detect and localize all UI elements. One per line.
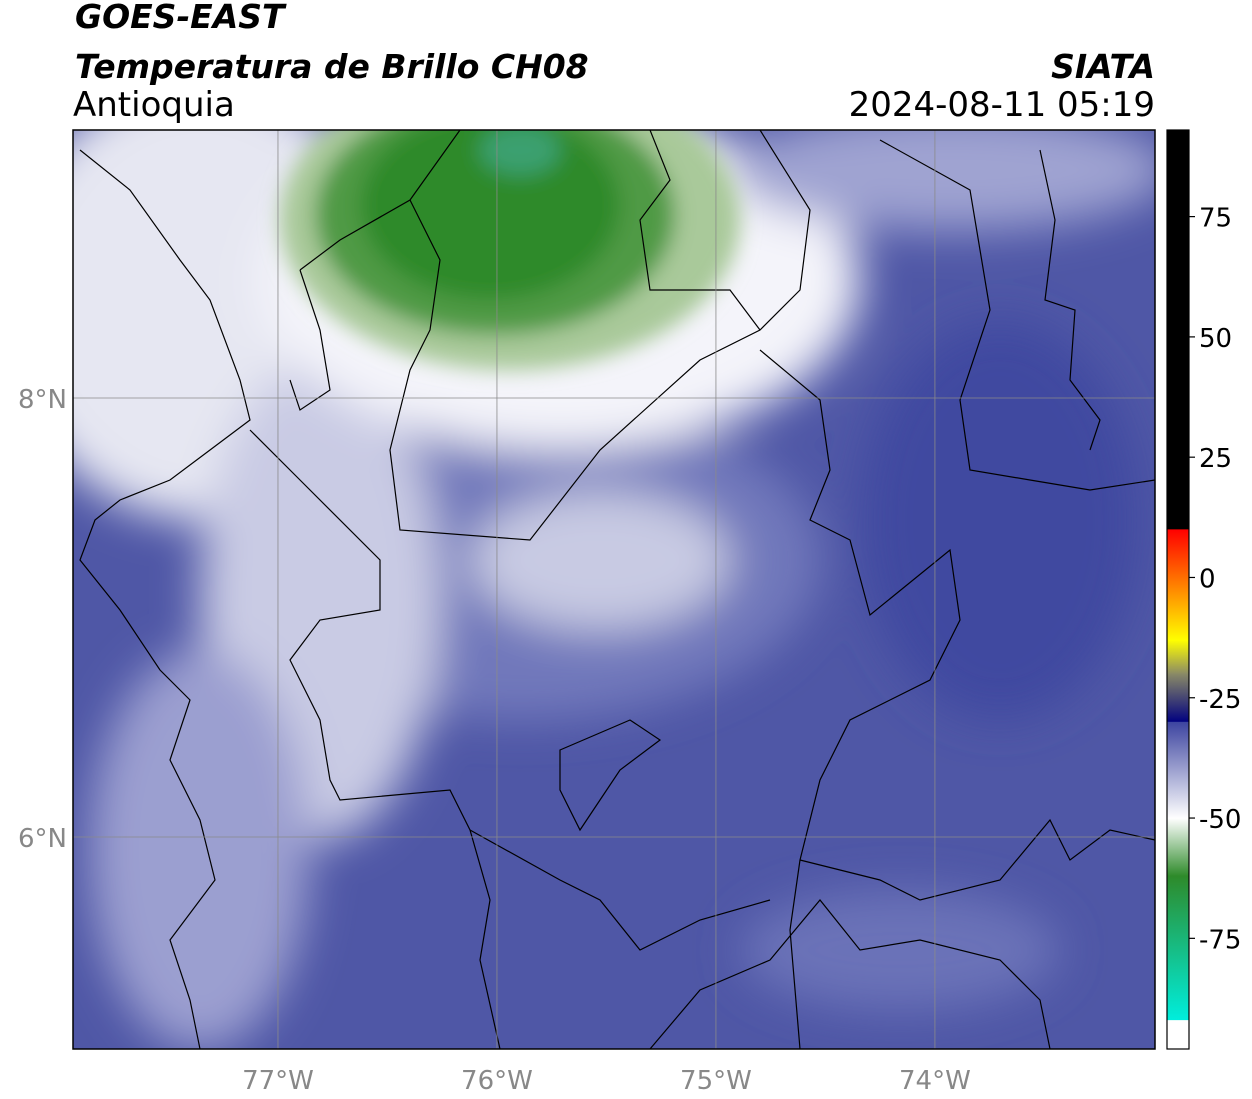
colorbar-band [1167, 673, 1189, 723]
boundary [799, 818, 1155, 901]
colorbar-tick-label: 0 [1199, 564, 1216, 594]
colorbar-frame [1166, 129, 1190, 1050]
region: Antioquia [73, 85, 235, 125]
colorbar-tick-label: 25 [1199, 444, 1232, 474]
colorbar: -75 -50 -25 0 25 50 75 [1167, 130, 1241, 1050]
grid [73, 130, 1155, 1049]
x-tick-label: 76°W [461, 1066, 533, 1096]
y-tick-label: 8°N [18, 385, 67, 415]
colorbar-band [1167, 818, 1189, 877]
map-image [73, 130, 1155, 1049]
cold-cloud [360, 130, 620, 300]
cloud [740, 890, 1060, 1010]
colorbar-tick-label: -25 [1199, 685, 1241, 715]
cold-top [280, 130, 740, 370]
cloud [90, 650, 310, 1049]
colorbar-tick-label: 75 [1199, 204, 1232, 234]
boundary [469, 829, 771, 951]
boundary [639, 130, 761, 331]
x-tick-label: 77°W [242, 1066, 314, 1096]
borders [79, 130, 1155, 1049]
colorbar-band [1167, 721, 1189, 819]
y-tick-label: 6°N [18, 824, 67, 854]
subtitle: Temperatura de Brillo CH08 [75, 47, 589, 86]
colorbar-tick-label: -50 [1199, 805, 1241, 835]
boundary [389, 130, 811, 541]
colorbar-tick-label: 50 [1199, 324, 1232, 354]
boundary [1039, 149, 1101, 451]
colorbar-band [1167, 640, 1189, 675]
colorbar-band [1167, 529, 1189, 641]
boundary [559, 719, 662, 832]
x-tick-label: 75°W [680, 1066, 752, 1096]
boundary [249, 429, 501, 1049]
cloud [470, 490, 730, 630]
coastline [79, 149, 251, 1049]
cold-cloud [480, 130, 560, 175]
timestamp: 2024-08-11 05:19 [849, 85, 1155, 125]
map-frame [72, 129, 1156, 1050]
colorbar-band [1167, 130, 1189, 530]
colorbar-band [1167, 875, 1189, 1021]
cloud [730, 130, 1155, 230]
x-tick-label: 74°W [899, 1066, 971, 1096]
colorbar-band [1167, 1020, 1189, 1050]
boundary [759, 349, 961, 1049]
boundary [879, 139, 1155, 491]
source: SIATA [1051, 47, 1155, 86]
colorbar-tick-label: -75 [1199, 925, 1241, 955]
boundary [649, 899, 1051, 1049]
coastline [289, 269, 331, 411]
cloud [860, 320, 1140, 720]
title: GOES-EAST [75, 0, 287, 36]
coastline [299, 130, 461, 271]
